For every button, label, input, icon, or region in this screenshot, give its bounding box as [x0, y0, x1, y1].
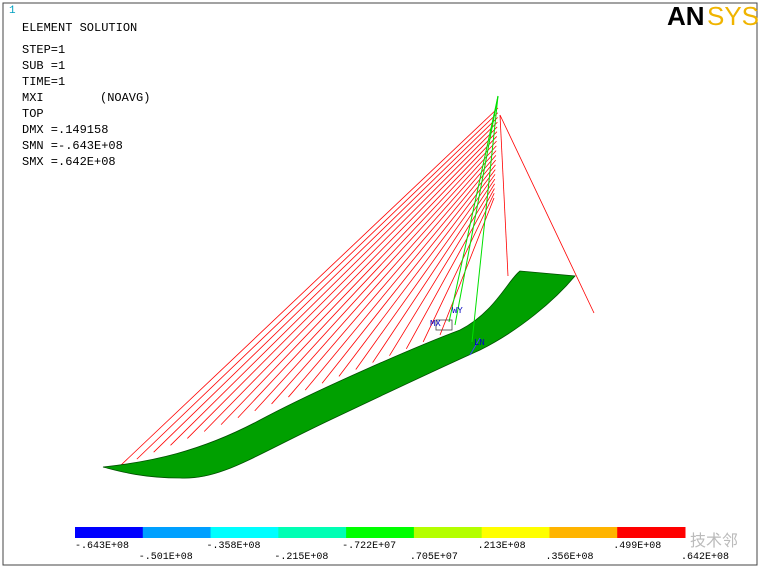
legend-label: -.501E+08 — [139, 552, 193, 563]
deck — [102, 270, 576, 479]
cable — [389, 183, 495, 356]
item: MXI — [22, 91, 44, 105]
avg: (NOAVG) — [100, 91, 150, 105]
legend-swatch — [413, 527, 483, 538]
logo-an: AN — [667, 1, 705, 31]
legend-swatch — [346, 527, 415, 538]
legend-label: -.358E+08 — [207, 541, 261, 552]
tower — [448, 95, 499, 343]
cable — [220, 136, 498, 425]
cable — [422, 193, 495, 343]
cable — [288, 155, 497, 398]
title: ELEMENT SOLUTION — [22, 21, 137, 35]
triad: WY MX LN — [430, 306, 485, 356]
legend-swatch — [142, 527, 212, 538]
cable — [372, 178, 496, 363]
legend-swatch — [75, 527, 144, 538]
legend-swatch — [210, 527, 279, 538]
smn: SMN =-.643E+08 — [22, 139, 123, 153]
legend-label: -.643E+08 — [75, 541, 129, 552]
legend-swatch — [278, 527, 347, 538]
cable — [271, 150, 497, 405]
cable — [170, 121, 498, 446]
triad-label: WY — [452, 306, 463, 316]
step: STEP=1 — [22, 43, 65, 57]
cable — [136, 112, 499, 460]
cable — [203, 131, 498, 432]
back-cables — [499, 114, 595, 314]
cable — [187, 126, 498, 439]
triad-label: MX — [430, 319, 441, 329]
smx: SMX =.642E+08 — [22, 155, 116, 169]
cable — [254, 145, 497, 412]
layer: TOP — [22, 107, 44, 121]
legend-swatch — [549, 527, 618, 538]
legend-label: .642E+08 — [681, 552, 729, 563]
cable — [304, 159, 496, 391]
cable — [237, 140, 497, 419]
cable — [119, 107, 499, 467]
legend: -.643E+08 -.501E+08 -.358E+08 -.215E+08 -.72… — [75, 527, 729, 563]
legend-label: .499E+08 — [613, 541, 661, 552]
cable — [338, 169, 496, 377]
cables — [119, 107, 499, 467]
legend-label: .213E+08 — [478, 541, 526, 552]
triad-label: LN — [474, 338, 485, 348]
legend-swatch — [617, 527, 686, 538]
cable — [321, 164, 496, 384]
legend-label: -.722E+07 — [342, 541, 396, 552]
legend-label: -.215E+08 — [274, 552, 328, 563]
legend-label: .356E+08 — [545, 552, 593, 563]
logo-sys: SYS — [707, 1, 759, 31]
cable — [405, 188, 495, 349]
sub: SUB =1 — [22, 59, 65, 73]
window-id: 1 — [9, 5, 16, 17]
cable — [355, 174, 496, 370]
legend-label: .705E+07 — [410, 552, 458, 563]
legend-swatch — [481, 527, 550, 538]
watermark: 技术邻 — [690, 531, 738, 550]
cable — [153, 117, 498, 453]
time: TIME=1 — [22, 75, 65, 89]
dmx: DMX =.149158 — [22, 123, 108, 137]
